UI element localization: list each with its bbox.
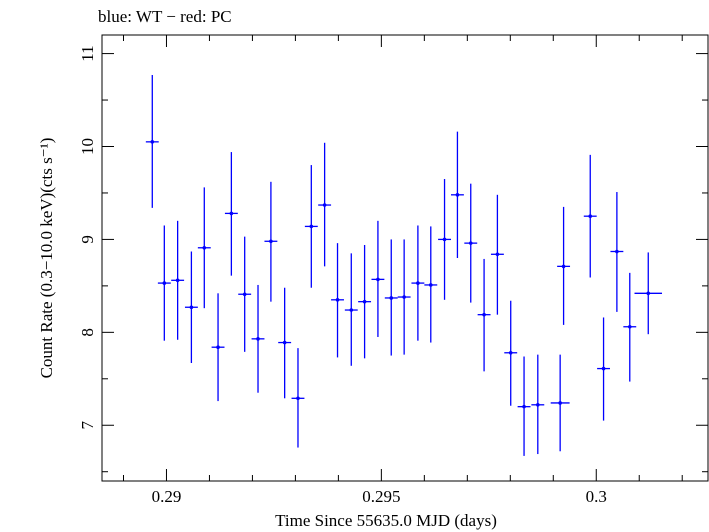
- axis-tick-labels: 0.29 0.295 0.3 7 8 9 10 11: [78, 45, 607, 506]
- point-marker: [162, 281, 167, 285]
- y-tick-label: 10: [78, 138, 97, 155]
- data-point: [278, 287, 292, 399]
- data-point: [504, 300, 518, 406]
- point-marker: [455, 193, 460, 197]
- data-point: [171, 220, 185, 340]
- data-point: [411, 225, 425, 341]
- point-marker: [175, 278, 180, 283]
- y-axis-label: Count Rate (0.3−10.0 keV)(cts s⁻¹): [37, 138, 56, 379]
- data-point: [424, 226, 438, 343]
- point-marker: [615, 249, 619, 254]
- point-marker: [442, 237, 447, 242]
- x-tick-label: 0.29: [152, 487, 182, 506]
- point-marker: [322, 203, 327, 207]
- data-point: [304, 165, 318, 288]
- chart-title: blue: WT − red: PC: [98, 7, 232, 26]
- point-marker: [468, 241, 473, 245]
- data-point: [331, 243, 344, 358]
- axis-ticks: [102, 35, 708, 481]
- point-marker: [229, 211, 234, 216]
- data-point: [610, 192, 624, 312]
- point-marker: [282, 340, 287, 345]
- data-point: [291, 348, 305, 448]
- y-tick-label: 7: [78, 421, 97, 430]
- point-marker: [309, 224, 314, 229]
- point-marker: [202, 245, 207, 250]
- point-marker: [349, 308, 354, 312]
- point-marker: [256, 337, 260, 341]
- y-tick-label: 11: [78, 45, 97, 61]
- point-marker: [416, 281, 420, 285]
- data-point: [251, 284, 265, 393]
- data-point: [550, 354, 570, 452]
- point-marker: [335, 298, 340, 302]
- point-marker: [362, 299, 367, 304]
- point-marker: [150, 140, 155, 144]
- data-point: [623, 272, 637, 382]
- point-marker: [428, 283, 433, 287]
- data-point: [583, 154, 597, 278]
- data-point: [634, 252, 663, 335]
- data-point: [531, 354, 545, 455]
- data-point: [464, 183, 478, 303]
- point-marker: [522, 404, 526, 409]
- data-point: [450, 131, 464, 258]
- point-marker: [508, 350, 513, 355]
- data-point: [384, 239, 398, 356]
- data-point: [197, 187, 211, 309]
- point-marker: [189, 305, 194, 310]
- data-points: [145, 74, 663, 456]
- data-point: [397, 239, 411, 355]
- data-point: [490, 194, 504, 315]
- point-marker: [601, 366, 606, 371]
- point-marker: [627, 324, 632, 329]
- data-point: [184, 251, 198, 363]
- point-marker: [536, 403, 540, 407]
- point-marker: [402, 295, 406, 299]
- point-marker: [376, 277, 380, 282]
- data-point: [358, 244, 372, 359]
- y-tick-label: 9: [78, 235, 97, 244]
- y-tick-label: 8: [78, 328, 97, 337]
- data-point: [318, 142, 332, 267]
- x-tick-label: 0.295: [362, 487, 400, 506]
- data-point: [438, 179, 451, 300]
- plot-frame: [101, 34, 709, 482]
- data-point: [477, 258, 491, 372]
- point-marker: [558, 401, 562, 405]
- data-point: [211, 293, 225, 402]
- data-point: [597, 317, 611, 421]
- point-marker: [588, 214, 593, 218]
- data-point: [371, 220, 385, 337]
- point-marker: [561, 264, 566, 269]
- point-marker: [389, 296, 394, 300]
- point-marker: [296, 396, 300, 401]
- point-marker: [269, 239, 273, 244]
- data-point: [145, 74, 159, 208]
- data-point: [238, 236, 252, 352]
- x-axis-label: Time Since 55635.0 MJD (days): [275, 511, 497, 530]
- point-marker: [646, 291, 651, 296]
- point-marker: [242, 292, 247, 297]
- data-point: [557, 206, 571, 325]
- data-point: [517, 356, 531, 456]
- point-marker: [482, 312, 486, 317]
- data-point: [157, 225, 171, 341]
- point-marker: [495, 252, 500, 257]
- data-point: [264, 181, 278, 302]
- data-point: [344, 253, 358, 366]
- x-tick-label: 0.3: [586, 487, 607, 506]
- data-point: [224, 152, 238, 276]
- point-marker: [216, 345, 220, 350]
